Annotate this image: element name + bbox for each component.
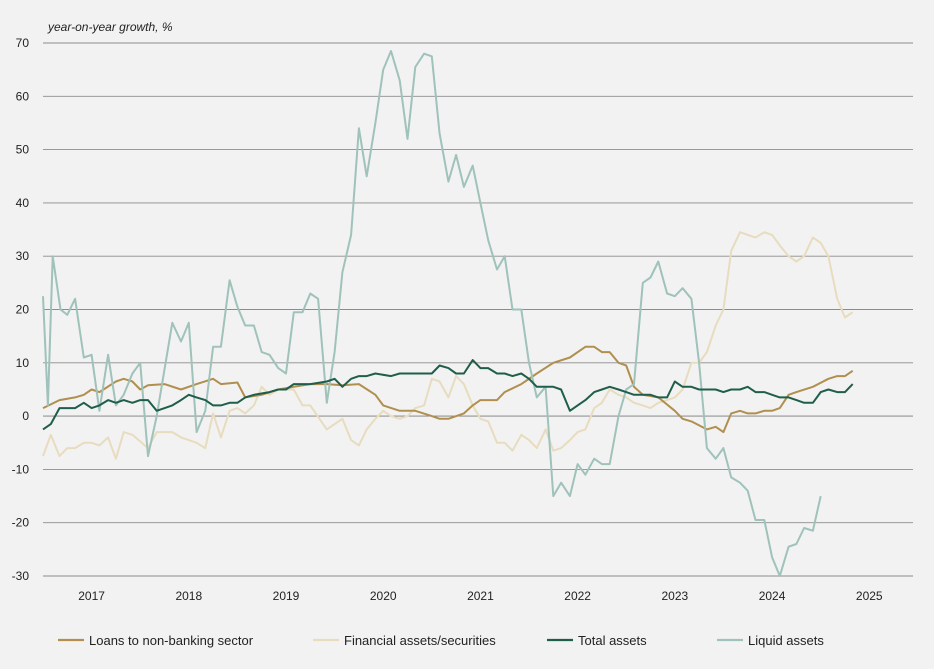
legend-label: Total assets [578, 633, 647, 648]
gridlines [43, 42, 913, 577]
y-tick-label: 10 [16, 356, 30, 370]
x-tick-label: 2019 [273, 589, 300, 603]
legend-label: Financial assets/securities [344, 633, 496, 648]
y-tick-label: 0 [22, 409, 29, 423]
legend-label: Liquid assets [748, 633, 824, 648]
series-line-financial-assets-securities [42, 231, 854, 460]
y-tick-label: 20 [16, 303, 30, 317]
y-tick-label: 50 [16, 143, 30, 157]
y-axis-label: year-on-year growth, % [47, 20, 173, 34]
legend-label: Loans to non-banking sector [89, 633, 254, 648]
series-line-total-assets [42, 359, 854, 431]
y-tick-labels: 70 60 50 40 30 20 10 0 -10 -20 -30 [12, 36, 30, 583]
y-tick-label: 60 [16, 89, 30, 103]
x-tick-label: 2025 [856, 589, 883, 603]
series-line-liquid-assets [42, 50, 822, 577]
legend: Loans to non-banking sector Financial ass… [58, 633, 824, 648]
y-tick-label: 30 [16, 249, 30, 263]
series-line-loans-to-non-banking-sector [42, 345, 854, 434]
x-tick-label: 2023 [661, 589, 688, 603]
series-lines [42, 50, 854, 577]
x-tick-label: 2020 [370, 589, 397, 603]
x-tick-label: 2021 [467, 589, 494, 603]
y-tick-label: -30 [12, 569, 30, 583]
y-tick-label: -20 [12, 516, 30, 530]
y-tick-label: 70 [16, 36, 30, 50]
x-tick-label: 2024 [759, 589, 786, 603]
x-tick-label: 2017 [78, 589, 105, 603]
x-tick-label: 2022 [564, 589, 591, 603]
y-tick-label: 40 [16, 196, 30, 210]
y-tick-label: -10 [12, 462, 30, 476]
x-tick-label: 2018 [175, 589, 202, 603]
x-tick-labels: 2017 2018 2019 2020 2021 2022 2023 2024 2025 [78, 589, 883, 603]
